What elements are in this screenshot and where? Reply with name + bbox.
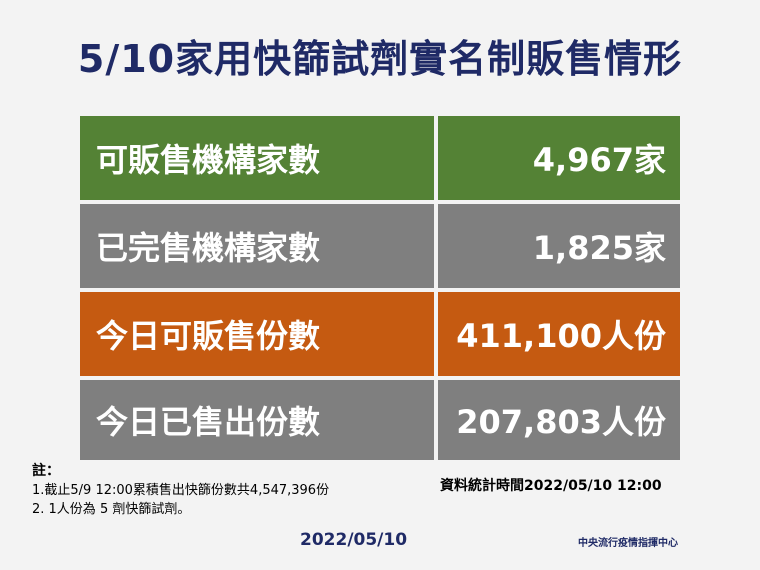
notes: 註： 1.截止5/9 12:00累積售出快篩份數共4,547,396份 2. 1… xyxy=(32,462,329,519)
label-cell: 今日可販售份數 xyxy=(80,292,434,376)
label-cell: 已完售機構家數 xyxy=(80,204,434,288)
label-cell: 今日已售出份數 xyxy=(80,380,434,460)
note: 1.截止5/9 12:00累積售出快篩份數共4,547,396份 xyxy=(32,483,330,498)
table-row: 可販售機構家數 4,967家 xyxy=(80,116,680,200)
note: 2. 1人份為 5 劑快篩試劑。 xyxy=(32,502,191,517)
table: 可販售機構家數 4,967家 已完售機構家數 1,825家 今日可販售份數 411,100… xyxy=(80,116,680,464)
organization: 中央流行疫情指揮中心 xyxy=(578,538,678,549)
table-row: 今日已售出份數 207,803人份 xyxy=(80,380,680,460)
value-cell: 4,967家 xyxy=(438,116,680,200)
stat-time: 資料統計時間2022/05/10 12:00 xyxy=(440,478,662,494)
value-cell: 1,825家 xyxy=(438,204,680,288)
value-cell: 207,803人份 xyxy=(438,380,680,460)
date: 2022/05/10 xyxy=(300,530,408,550)
value-cell: 411,100人份 xyxy=(438,292,680,376)
label-cell: 可販售機構家數 xyxy=(80,116,434,200)
title: 5/10家用快篩試劑實名制販售情形 xyxy=(77,37,683,81)
notes-heading: 註： xyxy=(32,463,60,479)
table-row: 已完售機構家數 1,825家 xyxy=(80,204,680,288)
table-row: 今日可販售份數 411,100人份 xyxy=(80,292,680,376)
